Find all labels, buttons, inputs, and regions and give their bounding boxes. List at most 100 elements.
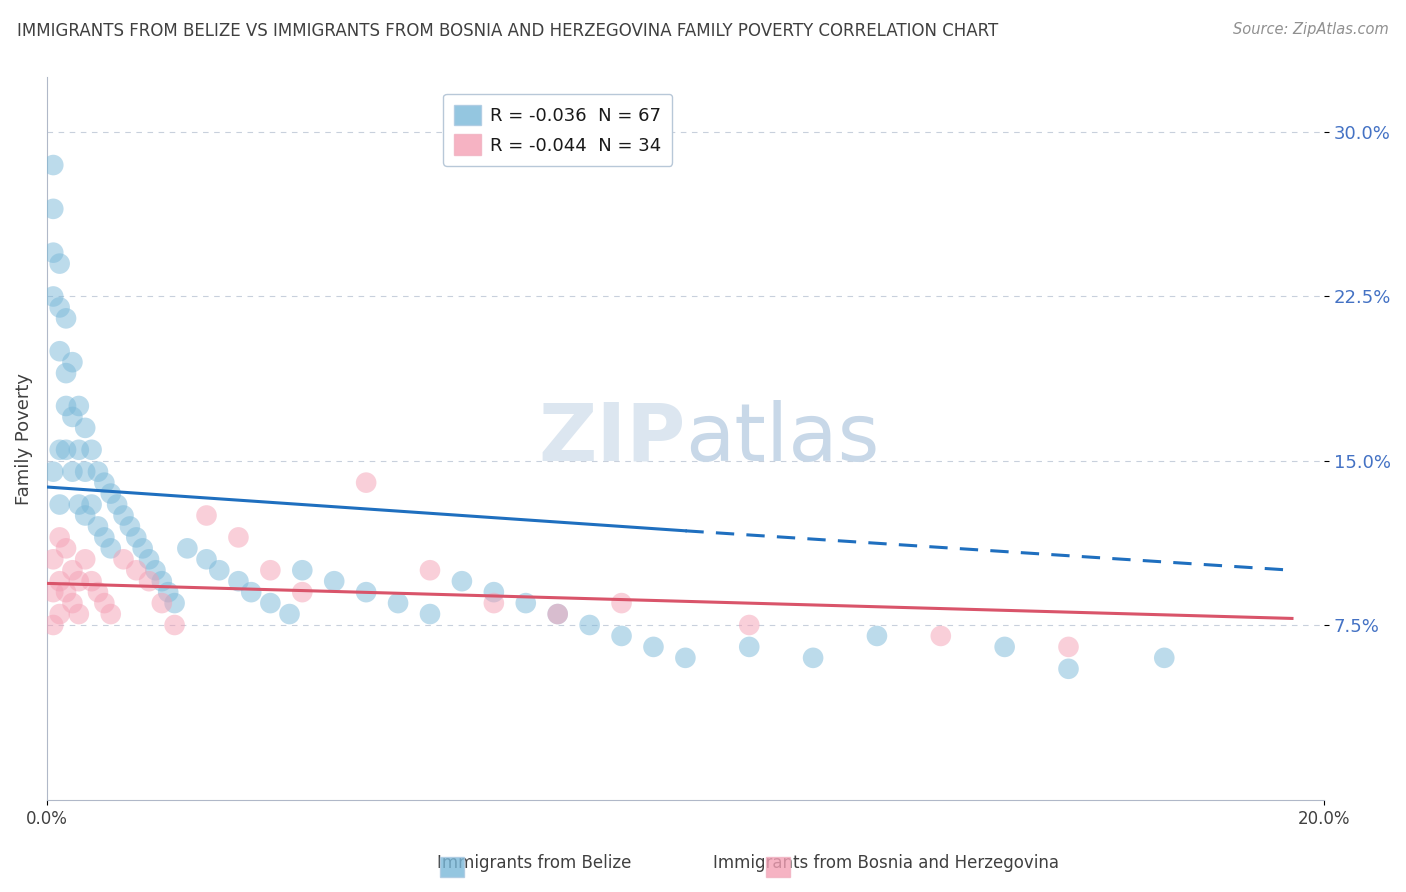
Point bbox=[1153, 651, 1175, 665]
Point bbox=[195, 552, 218, 566]
Point bbox=[93, 596, 115, 610]
Point bbox=[75, 421, 97, 435]
Point bbox=[42, 585, 65, 599]
Point bbox=[419, 607, 441, 621]
Point bbox=[93, 530, 115, 544]
Point bbox=[55, 399, 77, 413]
Point bbox=[67, 399, 90, 413]
Point bbox=[354, 475, 377, 490]
Point bbox=[62, 596, 84, 610]
Point bbox=[354, 585, 377, 599]
Point bbox=[738, 640, 761, 654]
Point bbox=[547, 607, 569, 621]
Point bbox=[150, 574, 173, 589]
Point bbox=[163, 618, 186, 632]
Point bbox=[48, 574, 70, 589]
Point bbox=[42, 552, 65, 566]
Point bbox=[100, 607, 122, 621]
Point bbox=[55, 311, 77, 326]
Point bbox=[112, 508, 135, 523]
Point bbox=[515, 596, 537, 610]
Point bbox=[67, 498, 90, 512]
Point bbox=[55, 541, 77, 556]
Point bbox=[801, 651, 824, 665]
Point bbox=[93, 475, 115, 490]
Point bbox=[131, 541, 153, 556]
Point bbox=[163, 596, 186, 610]
Point bbox=[1057, 640, 1080, 654]
Point bbox=[145, 563, 167, 577]
Text: Immigrants from Bosnia and Herzegovina: Immigrants from Bosnia and Herzegovina bbox=[713, 855, 1059, 872]
Point bbox=[100, 486, 122, 500]
Text: atlas: atlas bbox=[685, 400, 880, 478]
Point bbox=[48, 530, 70, 544]
Text: Source: ZipAtlas.com: Source: ZipAtlas.com bbox=[1233, 22, 1389, 37]
Point bbox=[42, 618, 65, 632]
Point bbox=[67, 574, 90, 589]
Point bbox=[278, 607, 301, 621]
Point bbox=[259, 563, 281, 577]
Point bbox=[610, 629, 633, 643]
Point bbox=[118, 519, 141, 533]
Point bbox=[62, 409, 84, 424]
Point bbox=[125, 563, 148, 577]
Point bbox=[610, 596, 633, 610]
Point bbox=[48, 257, 70, 271]
Point bbox=[55, 366, 77, 380]
Point bbox=[75, 508, 97, 523]
Point bbox=[929, 629, 952, 643]
Point bbox=[578, 618, 600, 632]
Point bbox=[673, 651, 696, 665]
Point bbox=[866, 629, 889, 643]
Point bbox=[419, 563, 441, 577]
Point bbox=[48, 607, 70, 621]
Text: ZIP: ZIP bbox=[538, 400, 685, 478]
Point bbox=[323, 574, 346, 589]
Point bbox=[62, 465, 84, 479]
Point bbox=[42, 289, 65, 303]
Point bbox=[87, 465, 110, 479]
Point bbox=[451, 574, 474, 589]
Point bbox=[195, 508, 218, 523]
Point bbox=[55, 585, 77, 599]
Point bbox=[80, 574, 103, 589]
Point bbox=[125, 530, 148, 544]
Point bbox=[994, 640, 1017, 654]
Point bbox=[67, 607, 90, 621]
Point bbox=[387, 596, 409, 610]
Point bbox=[87, 519, 110, 533]
Point bbox=[157, 585, 180, 599]
Point bbox=[208, 563, 231, 577]
Point bbox=[67, 442, 90, 457]
Point bbox=[75, 465, 97, 479]
Point bbox=[291, 563, 314, 577]
Point bbox=[138, 574, 160, 589]
Point bbox=[42, 158, 65, 172]
Point bbox=[62, 355, 84, 369]
Point bbox=[738, 618, 761, 632]
Point bbox=[1057, 662, 1080, 676]
Point bbox=[482, 585, 505, 599]
Point bbox=[87, 585, 110, 599]
Point bbox=[643, 640, 665, 654]
Point bbox=[482, 596, 505, 610]
Point bbox=[176, 541, 198, 556]
Point bbox=[138, 552, 160, 566]
Point bbox=[42, 465, 65, 479]
Point bbox=[291, 585, 314, 599]
Point bbox=[48, 442, 70, 457]
Text: IMMIGRANTS FROM BELIZE VS IMMIGRANTS FROM BOSNIA AND HERZEGOVINA FAMILY POVERTY : IMMIGRANTS FROM BELIZE VS IMMIGRANTS FRO… bbox=[17, 22, 998, 40]
Point bbox=[62, 563, 84, 577]
Point bbox=[42, 245, 65, 260]
Point bbox=[228, 530, 250, 544]
Point bbox=[259, 596, 281, 610]
Point bbox=[547, 607, 569, 621]
Point bbox=[42, 202, 65, 216]
Point bbox=[48, 344, 70, 359]
Legend: R = -0.036  N = 67, R = -0.044  N = 34: R = -0.036 N = 67, R = -0.044 N = 34 bbox=[443, 94, 672, 166]
Point bbox=[112, 552, 135, 566]
Y-axis label: Family Poverty: Family Poverty bbox=[15, 373, 32, 505]
Point bbox=[240, 585, 263, 599]
Point bbox=[75, 552, 97, 566]
Point bbox=[100, 541, 122, 556]
